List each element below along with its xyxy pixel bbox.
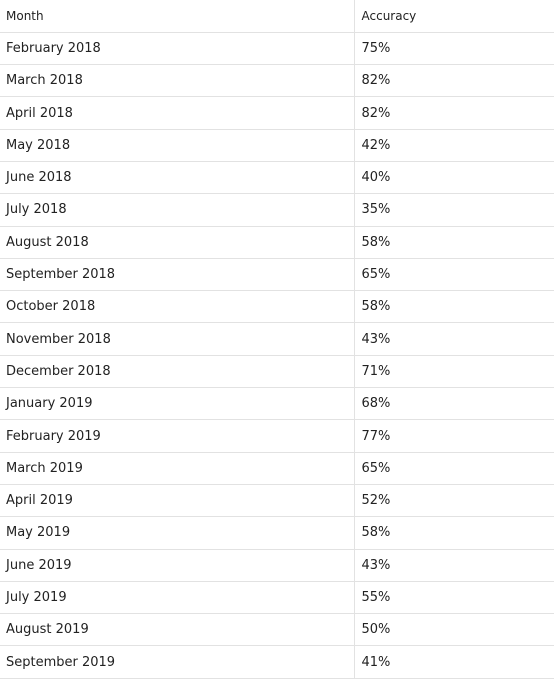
accuracy-cell: 55% bbox=[354, 581, 554, 615]
month-cell: July 2019 bbox=[0, 581, 355, 615]
accuracy-cell: 77% bbox=[354, 419, 554, 453]
accuracy-cell: 50% bbox=[354, 613, 554, 647]
table-row: May 2018 42% bbox=[0, 129, 554, 162]
table-row: June 2018 40% bbox=[0, 161, 554, 195]
table-row: January 2019 68% bbox=[0, 387, 554, 421]
accuracy-cell: 35% bbox=[354, 193, 554, 227]
month-cell: August 2019 bbox=[0, 613, 355, 647]
accuracy-cell: 52% bbox=[354, 484, 554, 518]
month-cell: June 2018 bbox=[0, 161, 355, 195]
accuracy-cell: 58% bbox=[354, 226, 554, 259]
column-header-month: Month bbox=[0, 0, 355, 33]
accuracy-cell: 58% bbox=[354, 516, 554, 550]
table-row: November 2018 43% bbox=[0, 322, 554, 356]
accuracy-cell: 41% bbox=[354, 645, 554, 679]
month-cell: November 2018 bbox=[0, 322, 355, 356]
month-cell: May 2019 bbox=[0, 516, 355, 550]
month-cell: September 2019 bbox=[0, 645, 355, 679]
table-row: February 2018 75% bbox=[0, 32, 554, 66]
month-cell: July 2018 bbox=[0, 193, 355, 227]
accuracy-cell: 42% bbox=[354, 129, 554, 162]
month-cell: January 2019 bbox=[0, 387, 355, 421]
table-row: March 2018 82% bbox=[0, 64, 554, 98]
month-cell: August 2018 bbox=[0, 226, 355, 259]
column-header-accuracy: Accuracy bbox=[354, 0, 554, 33]
month-cell: June 2019 bbox=[0, 549, 355, 582]
accuracy-cell: 58% bbox=[354, 290, 554, 324]
month-cell: October 2018 bbox=[0, 290, 355, 324]
accuracy-cell: 65% bbox=[354, 452, 554, 485]
table-row: May 2019 58% bbox=[0, 516, 554, 550]
accuracy-cell: 82% bbox=[354, 96, 554, 130]
table-row: July 2019 55% bbox=[0, 581, 554, 615]
month-cell: May 2018 bbox=[0, 129, 355, 162]
accuracy-cell: 65% bbox=[354, 258, 554, 292]
table-row: July 2018 35% bbox=[0, 193, 554, 227]
accuracy-cell: 82% bbox=[354, 64, 554, 98]
accuracy-cell: 40% bbox=[354, 161, 554, 195]
month-cell: March 2018 bbox=[0, 64, 355, 98]
accuracy-cell: 71% bbox=[354, 355, 554, 389]
month-cell: February 2018 bbox=[0, 32, 355, 66]
table-row: December 2018 71% bbox=[0, 355, 554, 389]
table-row: August 2018 58% bbox=[0, 226, 554, 259]
table-body: February 2018 75% March 2018 82% April 2018 8… bbox=[0, 32, 554, 679]
table-row: June 2019 43% bbox=[0, 549, 554, 582]
table-row: February 2019 77% bbox=[0, 419, 554, 453]
table-row: April 2018 82% bbox=[0, 96, 554, 130]
month-cell: April 2018 bbox=[0, 96, 355, 130]
accuracy-cell: 43% bbox=[354, 322, 554, 356]
table-header-row: Month Accuracy bbox=[0, 0, 554, 33]
month-cell: April 2019 bbox=[0, 484, 355, 518]
table-row: September 2019 41% bbox=[0, 645, 554, 679]
month-cell: December 2018 bbox=[0, 355, 355, 389]
accuracy-cell: 75% bbox=[354, 32, 554, 66]
month-cell: March 2019 bbox=[0, 452, 355, 485]
table-row: March 2019 65% bbox=[0, 452, 554, 485]
month-cell: February 2019 bbox=[0, 419, 355, 453]
table-row: October 2018 58% bbox=[0, 290, 554, 324]
table-row: April 2019 52% bbox=[0, 484, 554, 518]
table-row: August 2019 50% bbox=[0, 613, 554, 647]
accuracy-cell: 43% bbox=[354, 549, 554, 582]
month-cell: September 2018 bbox=[0, 258, 355, 292]
table-row: September 2018 65% bbox=[0, 258, 554, 292]
accuracy-cell: 68% bbox=[354, 387, 554, 421]
